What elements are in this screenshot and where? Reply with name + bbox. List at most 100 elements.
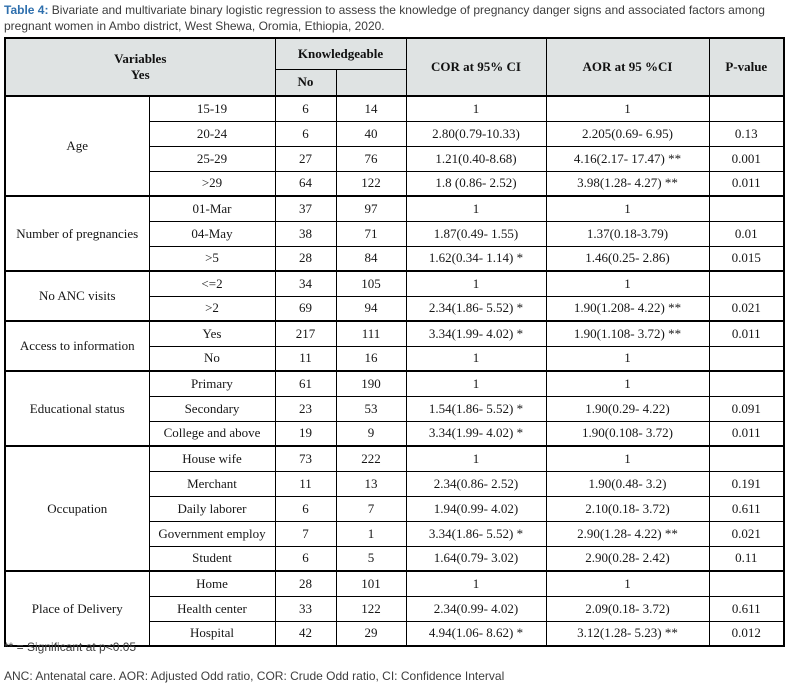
header-row-2: No [5, 68, 784, 97]
regression-table: Variables Yes Knowledgeable COR at 95% C… [4, 37, 786, 648]
cell-cor: 1 [405, 370, 547, 397]
cell-yes: 1 [335, 520, 407, 547]
cell-cor: 1 [405, 445, 547, 472]
cell-p: 0.611 [708, 595, 785, 622]
cell-no: 61 [274, 370, 337, 397]
table-row: Access to information Yes 217 111 3.34(1.99-… [4, 320, 785, 372]
cell-p: 0.01 [708, 220, 785, 247]
table-row: Health center 33 122 2.34(0.99- 4.02) 2.09(0… [5, 595, 785, 622]
cell-aor: 1 [545, 370, 710, 397]
cell-cor: 1 [405, 270, 547, 297]
cell-no: 42 [274, 620, 337, 647]
cell-p: 0.011 [708, 420, 785, 447]
cell-cor: 1.62(0.34- 1.14) * [405, 245, 547, 272]
table-row: >2 69 94 2.34(1.86- 5.52) * 1.90(1.208- 4.22… [5, 295, 785, 322]
cell-aor: 1 [545, 270, 710, 297]
cell-no: 11 [274, 345, 337, 372]
cell-yes: 101 [335, 570, 407, 597]
table-row: Secondary 23 53 1.54(1.86- 5.52) * 1.90(0.29… [5, 395, 785, 422]
cell-cor: 2.34(0.86- 2.52) [405, 470, 547, 497]
cell-p [708, 370, 785, 397]
cell-aor: 2.90(0.28- 2.42) [545, 545, 710, 572]
table-row: >29 64 122 1.8 (0.86- 2.52) 3.98(1.28- 4.27)… [5, 170, 785, 197]
cell-no: 37 [274, 195, 337, 222]
table-row: Government employ 7 1 3.34(1.86- 5.52) * 2.9… [5, 520, 785, 547]
cell-yes: 9 [335, 420, 407, 447]
cell-level: >5 [148, 245, 276, 272]
cell-level: Merchant [148, 470, 276, 497]
cell-p [708, 195, 785, 222]
cell-p: 0.091 [708, 395, 785, 422]
header-aor: AOR at 95 %CI [545, 37, 710, 97]
cell-no: 34 [274, 270, 337, 297]
cell-level: 20-24 [148, 120, 276, 147]
cell-p: 0.13 [708, 120, 785, 147]
cell-p: 0.021 [708, 520, 785, 547]
cell-cor: 3.34(1.99- 4.02) * [405, 420, 547, 447]
table-row: 04-May 38 71 1.87(0.49- 1.55) 1.37(0.18-3.79… [5, 220, 785, 247]
cell-p: 0.012 [708, 620, 785, 647]
cell-level: Government employ [148, 520, 276, 547]
cell-level: 25-29 [148, 145, 276, 172]
abbreviations-footnote: ANC: Antenatal care. AOR: Adjusted Odd r… [4, 669, 505, 684]
cell-level: Health center [148, 595, 276, 622]
cell-level: 01-Mar [148, 195, 276, 222]
cell-cor: 1.64(0.79- 3.02) [405, 545, 547, 572]
cell-aor: 1 [545, 345, 710, 372]
header-knowledgeable-no: No [274, 68, 337, 97]
table-row: Merchant 11 13 2.34(0.86- 2.52) 1.90(0.48- 3… [5, 470, 785, 497]
cell-aor: 2.205(0.69- 6.95) [545, 120, 710, 147]
cell-no: 6 [274, 120, 337, 147]
table-caption-text: Bivariate and multivariate binary logist… [4, 3, 765, 33]
cell-no: 23 [274, 395, 337, 422]
cell-cor: 1.8 (0.86- 2.52) [405, 170, 547, 197]
cell-yes: 53 [335, 395, 407, 422]
cell-yes: 29 [335, 620, 407, 647]
cell-level: College and above [148, 420, 276, 447]
cell-no: 38 [274, 220, 337, 247]
cell-no: 6 [274, 545, 337, 572]
cell-no: 217 [274, 320, 337, 347]
cell-aor: 1 [545, 95, 710, 122]
table-row: Hospital 42 29 4.94(1.06- 8.62) * 3.12(1.28-… [5, 620, 785, 647]
cell-yes: 14 [335, 95, 407, 122]
table-row: Occupation House wife 73 222 1 1 [4, 445, 785, 572]
cell-aor: 1.90(0.108- 3.72) [545, 420, 710, 447]
cell-aor: 2.90(1.28- 4.22) ** [545, 520, 710, 547]
cell-yes: 105 [335, 270, 407, 297]
cell-yes: 16 [335, 345, 407, 372]
cell-aor: 2.09(0.18- 3.72) [545, 595, 710, 622]
table-row: Daily laborer 6 7 1.94(0.99- 4.02) 2.10(0.18… [5, 495, 785, 522]
cell-p: 0.011 [708, 320, 785, 347]
cell-cor: 2.80(0.79-10.33) [405, 120, 547, 147]
table-row: 20-24 6 40 2.80(0.79-10.33) 2.205(0.69- 6.95… [5, 120, 785, 147]
cell-level: Daily laborer [148, 495, 276, 522]
cell-yes: 122 [335, 595, 407, 622]
cell-level: No [148, 345, 276, 372]
cell-no: 73 [274, 445, 337, 472]
header-cor: COR at 95% CI [405, 37, 547, 97]
cell-cor: 1 [405, 195, 547, 222]
cell-p: 0.191 [708, 470, 785, 497]
cell-cor: 4.94(1.06- 8.62) * [405, 620, 547, 647]
cell-yes: 97 [335, 195, 407, 222]
cell-yes: 84 [335, 245, 407, 272]
cell-p: 0.611 [708, 495, 785, 522]
cell-yes: 71 [335, 220, 407, 247]
table-row: Age 15-19 6 14 1 1 [4, 95, 785, 197]
table-row: No 11 16 1 1 [5, 345, 785, 372]
cell-yes: 122 [335, 170, 407, 197]
table-caption: Table 4: Bivariate and multivariate bina… [4, 3, 783, 34]
cell-p: 0.001 [708, 145, 785, 172]
cell-no: 69 [274, 295, 337, 322]
cell-yes: 111 [335, 320, 407, 347]
variable-group-label: Occupation [4, 445, 150, 572]
variable-group-label: Place of Delivery [4, 570, 150, 647]
header-variables: Variables Yes [4, 37, 276, 97]
table-row: Educational status Primary 61 190 1 1 [4, 370, 785, 447]
cell-aor: 1 [545, 195, 710, 222]
cell-level: <=2 [148, 270, 276, 297]
cell-cor: 1.94(0.99- 4.02) [405, 495, 547, 522]
cell-aor: 1.90(1.108- 3.72) ** [545, 320, 710, 347]
